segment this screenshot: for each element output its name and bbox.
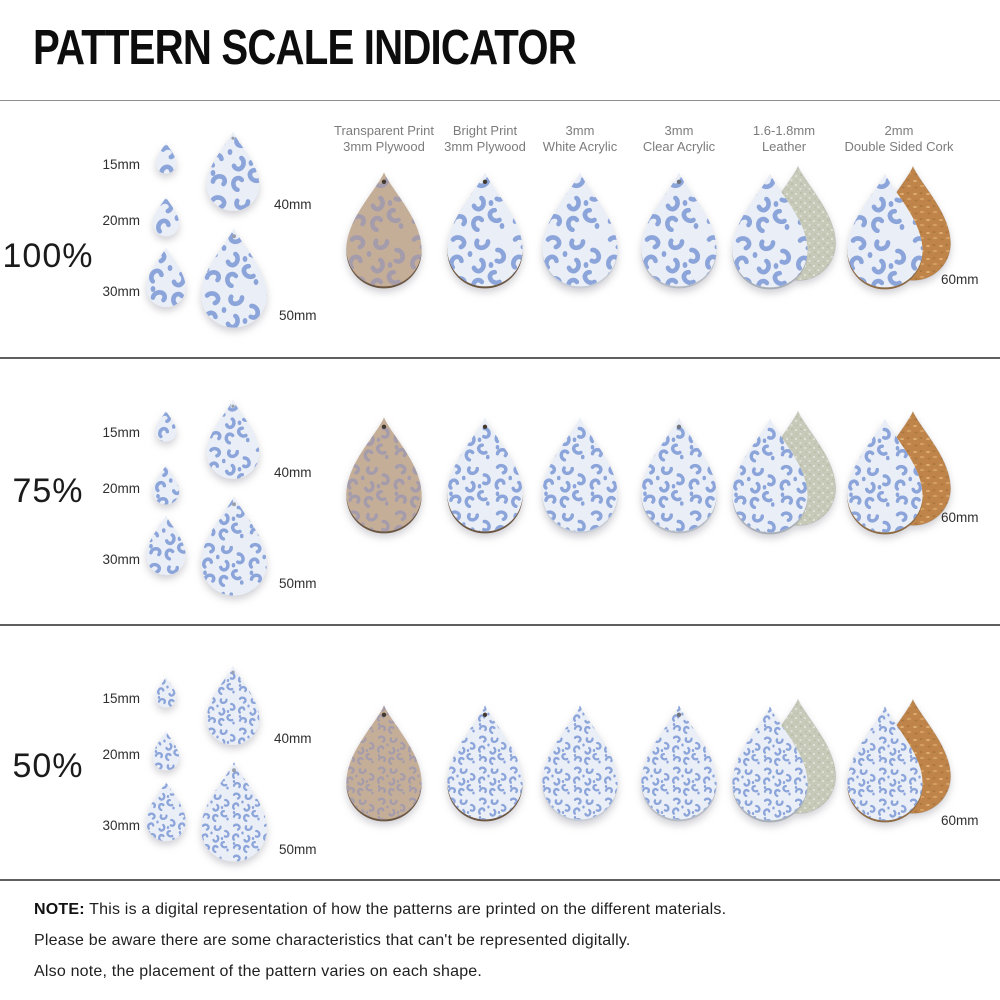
swatch-drop-50mm: [201, 496, 267, 596]
swatch-drop-15mm: [155, 676, 177, 708]
swatch-drop-50mm: [201, 762, 267, 862]
swatch-drop-20mm: [152, 196, 180, 237]
size-label-50mm: 50mm: [279, 842, 317, 857]
material-drop-bright-print-plywood: [447, 705, 523, 822]
size-label-30mm: 30mm: [102, 552, 140, 567]
swatch-drop-50mm: [201, 228, 267, 328]
note-line-3: Also note, the placement of the pattern …: [34, 963, 483, 980]
material-drop-pair-leather: [732, 698, 837, 823]
column-header-line2: 3mm Plywood: [444, 139, 526, 154]
material-drop-clear-acrylic: [641, 172, 717, 289]
size-label-60mm: 60mm: [941, 272, 979, 287]
size-label-20mm: 20mm: [102, 747, 140, 762]
column-header-line1: 3mm: [664, 123, 694, 138]
material-drop-transparent-print-plywood: [346, 172, 422, 289]
column-header-double-sided-cork: 2mm Double Sided Cork: [824, 123, 974, 155]
size-label-60mm: 60mm: [941, 813, 979, 828]
swatch-drop-15mm: [155, 142, 177, 174]
column-header-bright-print-plywood: Bright Print 3mm Plywood: [410, 123, 560, 155]
scale-row-100%: 100% Transparent Print 3mm Plywood Bright P…: [0, 100, 1000, 357]
material-drop-white-acrylic: [542, 705, 618, 822]
column-header-line2: Leather: [761, 139, 807, 154]
title-divider: [0, 100, 1000, 101]
material-drop-pair-double-sided-cork: [847, 410, 952, 535]
row-scale-label: 75%: [12, 472, 84, 510]
material-drop-bright-print-plywood: [447, 417, 523, 534]
column-header-line1: 2mm: [884, 123, 914, 138]
column-header-line2: White Acrylic: [542, 139, 618, 154]
column-header-line1: Transparent Print: [334, 123, 434, 138]
row-scale-label: 100%: [2, 237, 94, 275]
size-label-15mm: 15mm: [102, 691, 140, 706]
size-label-40mm: 40mm: [274, 731, 312, 746]
material-drop-white-acrylic: [542, 172, 618, 289]
size-label-15mm: 15mm: [102, 157, 140, 172]
size-label-30mm: 30mm: [102, 284, 140, 299]
swatch-drop-30mm: [146, 247, 186, 308]
material-drop-clear-acrylic: [641, 705, 717, 822]
note: NOTE: This is a digital representation o…: [0, 879, 1000, 1000]
column-header-white-acrylic: 3mm White Acrylic: [505, 123, 655, 155]
column-header-line2: 3mm Plywood: [343, 139, 425, 154]
material-drop-transparent-print-plywood: [346, 705, 422, 822]
swatch-drop-20mm: [152, 464, 180, 505]
column-header-line2: Clear Acrylic: [642, 139, 716, 154]
column-header-line1: Bright Print: [452, 123, 518, 138]
note-label: NOTE:: [34, 901, 85, 918]
column-header-leather: 1.6-1.8mm Leather: [709, 123, 859, 155]
column-header-line1: 1.6-1.8mm: [752, 123, 816, 138]
size-label-40mm: 40mm: [274, 465, 312, 480]
swatch-drop-30mm: [146, 781, 186, 842]
swatch-drop-40mm: [206, 131, 260, 211]
note-line-1: NOTE: This is a digital representation o…: [34, 901, 727, 918]
size-label-15mm: 15mm: [102, 425, 140, 440]
column-header-line1: 3mm: [565, 123, 595, 138]
swatch-drop-15mm: [155, 410, 177, 442]
column-header-transparent-print-plywood: Transparent Print 3mm Plywood: [309, 123, 459, 155]
swatch-drop-40mm: [206, 399, 260, 479]
size-label-40mm: 40mm: [274, 197, 312, 212]
size-label-20mm: 20mm: [102, 481, 140, 496]
row-scale-label: 50%: [12, 747, 84, 785]
swatch-drop-20mm: [152, 730, 180, 771]
column-header-line2: Double Sided Cork: [844, 139, 954, 154]
material-drop-bright-print-plywood: [447, 172, 523, 289]
material-drop-pair-double-sided-cork: [847, 698, 952, 823]
page-title: PATTERN SCALE INDICATOR: [33, 21, 577, 75]
material-drop-white-acrylic: [542, 417, 618, 534]
material-drop-clear-acrylic: [641, 417, 717, 534]
size-label-30mm: 30mm: [102, 818, 140, 833]
column-header-clear-acrylic: 3mm Clear Acrylic: [604, 123, 754, 155]
size-label-60mm: 60mm: [941, 510, 979, 525]
size-label-50mm: 50mm: [279, 308, 317, 323]
note-line-2: Please be aware there are some character…: [34, 932, 631, 949]
size-label-50mm: 50mm: [279, 576, 317, 591]
scale-row-50%: 50% 15mm 20mm 30mm 40mm 50mm 60mm: [0, 624, 1000, 881]
swatch-drop-30mm: [146, 515, 186, 576]
material-drop-pair-double-sided-cork: [847, 165, 952, 290]
material-drop-pair-leather: [732, 165, 837, 290]
material-drop-transparent-print-plywood: [346, 417, 422, 534]
material-drop-pair-leather: [732, 410, 837, 535]
swatch-drop-40mm: [206, 665, 260, 745]
size-label-20mm: 20mm: [102, 213, 140, 228]
scale-row-75%: 75% 15mm 20mm 30mm 40mm 50mm 60mm: [0, 357, 1000, 626]
